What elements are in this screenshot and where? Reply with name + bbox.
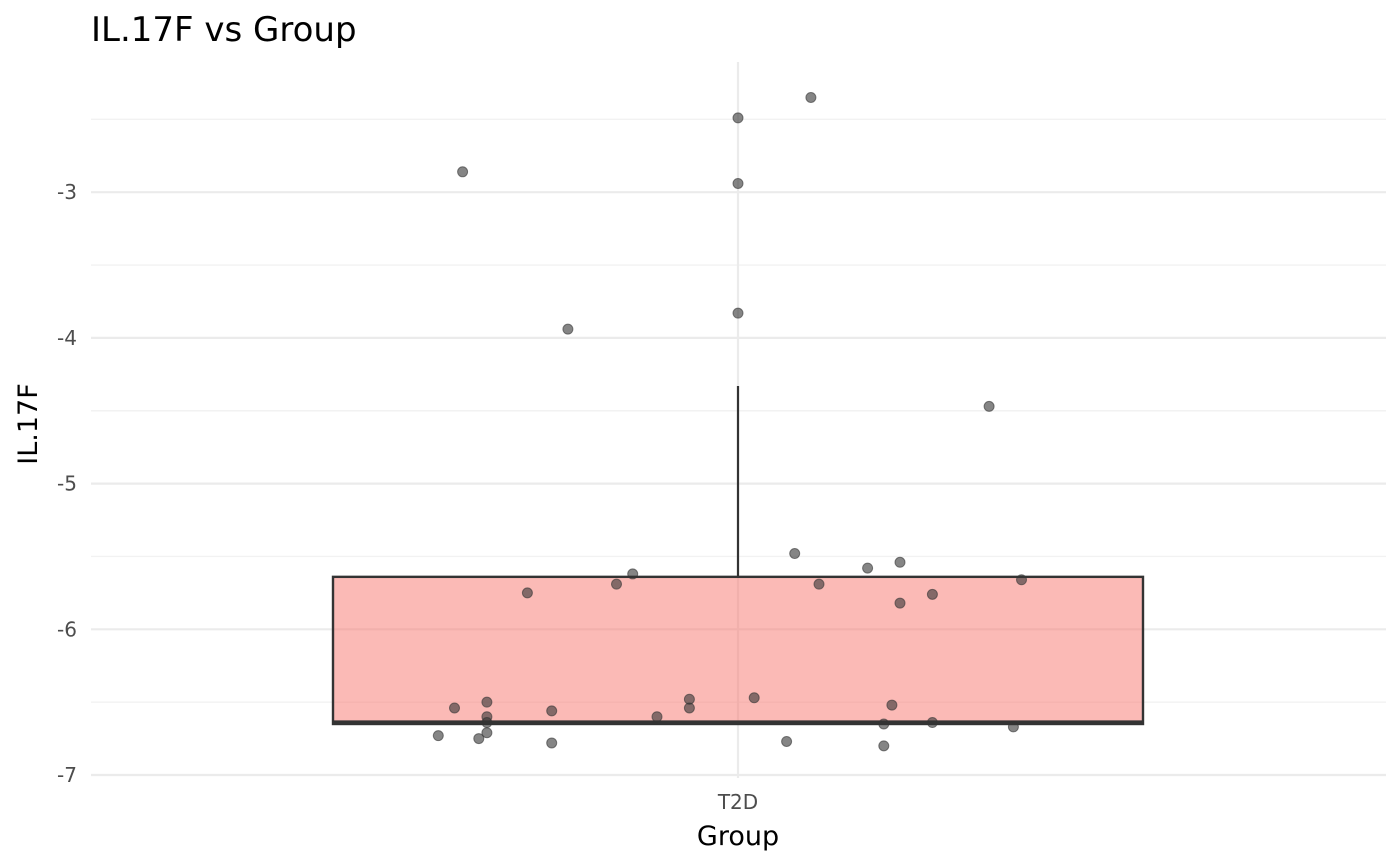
data-point — [926, 717, 938, 729]
data-point — [894, 556, 906, 568]
data-point — [748, 692, 760, 704]
data-point — [862, 562, 874, 574]
y-axis-title: IL.17F — [13, 383, 44, 464]
data-point — [781, 735, 793, 747]
data-point — [457, 166, 469, 178]
data-point — [789, 548, 801, 560]
data-point — [481, 727, 493, 739]
data-point — [481, 717, 493, 729]
chart-title: IL.17F vs Group — [91, 10, 357, 50]
boxplot — [331, 385, 1145, 726]
data-point — [878, 718, 890, 730]
y-tick-label: -3 — [57, 180, 77, 204]
data-points — [432, 91, 1027, 752]
data-point — [1007, 721, 1019, 733]
data-point — [562, 323, 574, 335]
data-point — [432, 730, 444, 742]
data-point — [1016, 574, 1027, 586]
data-point — [449, 702, 460, 714]
data-point — [651, 711, 663, 723]
data-point — [886, 699, 898, 711]
y-tick-label: -7 — [57, 763, 77, 787]
data-point — [732, 177, 744, 189]
data-point — [546, 737, 558, 749]
data-point — [894, 597, 906, 609]
data-point — [983, 400, 995, 412]
y-tick-label: -6 — [57, 617, 77, 641]
tick-labels: -7 -6 -5 -4 -3 T2D — [57, 180, 758, 814]
data-point — [878, 740, 890, 752]
data-point — [732, 112, 744, 124]
y-tick-label: -4 — [57, 326, 77, 350]
data-point — [813, 578, 825, 590]
x-tick-label: T2D — [717, 790, 758, 814]
data-point — [627, 568, 639, 580]
box-body — [331, 575, 1145, 726]
data-point — [521, 587, 533, 599]
data-point — [473, 733, 485, 745]
y-tick-label: -5 — [57, 472, 77, 496]
data-point — [546, 705, 558, 717]
data-point — [926, 588, 938, 600]
data-point — [732, 307, 744, 319]
x-axis-title: Group — [697, 821, 779, 852]
data-point — [683, 702, 695, 714]
data-point — [481, 696, 493, 708]
data-point — [805, 91, 817, 103]
data-point — [611, 578, 622, 590]
